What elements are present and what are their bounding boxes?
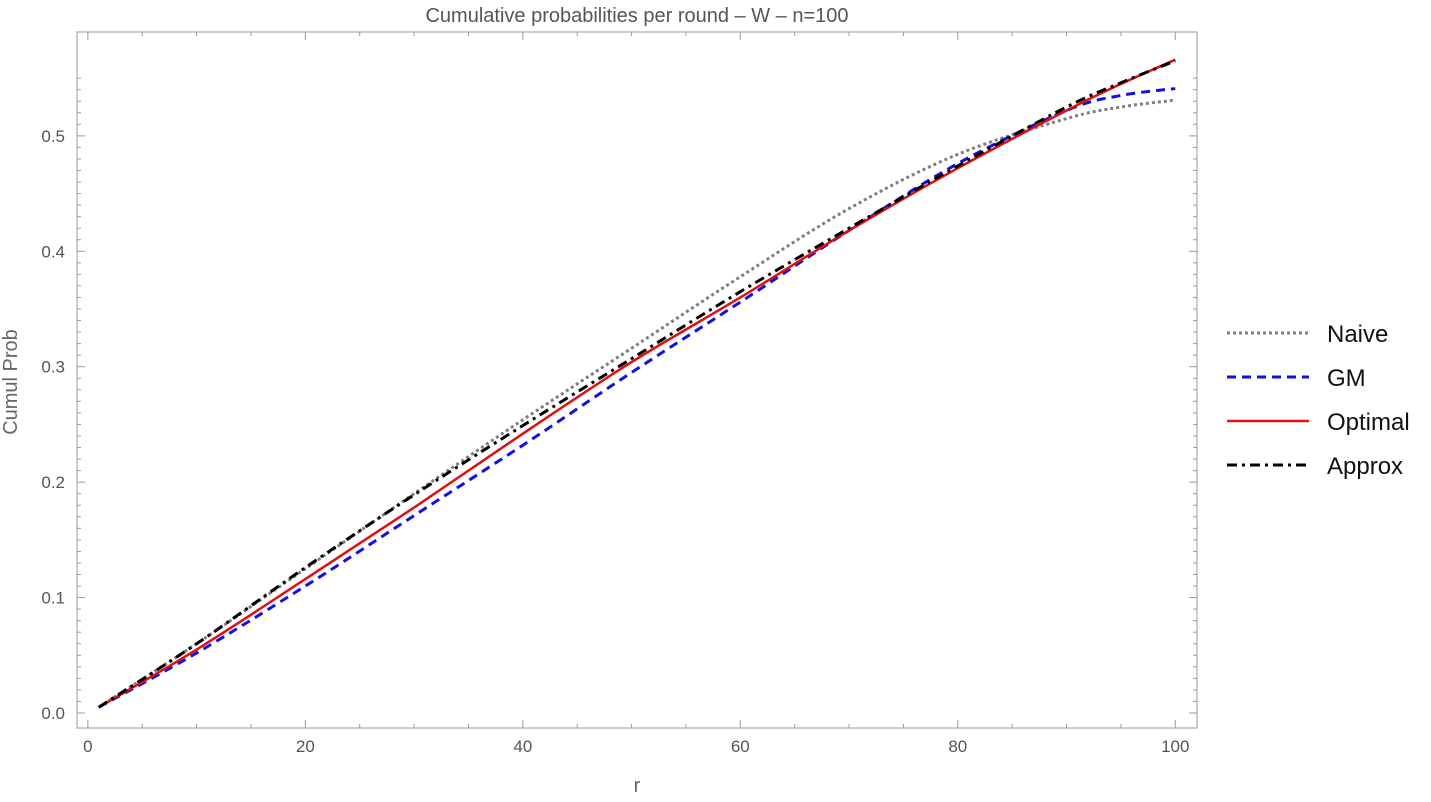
x-tick-label: 40	[513, 737, 532, 756]
y-tick-label: 0.4	[41, 242, 65, 261]
legend-label-optimal: Optimal	[1327, 409, 1410, 436]
x-tick-label: 60	[731, 737, 750, 756]
chart-title: Cumulative probabilities per round – W –…	[425, 5, 848, 27]
series-line-approx	[97, 59, 1176, 709]
y-tick-label: 0.3	[41, 358, 65, 377]
legend-label-naive: Naive	[1327, 321, 1388, 348]
y-tick-label: 0.0	[41, 704, 65, 723]
legend-label-approx: Approx	[1327, 453, 1403, 480]
legend-label-gm: GM	[1327, 365, 1366, 392]
x-tick-label: 100	[1161, 737, 1189, 756]
y-tick-label: 0.5	[41, 127, 65, 146]
series-line-naive	[97, 98, 1176, 709]
x-axis-label: r	[634, 775, 641, 797]
series-line-gm	[98, 87, 1176, 709]
y-tick-label: 0.2	[41, 473, 65, 492]
y-tick-label: 0.1	[41, 589, 65, 608]
axis-ticks	[77, 32, 1197, 728]
tick-labels: 0 20 40 60 80 100 0.0 0.1 0.2 0.3 0.4 0.5	[41, 127, 1189, 756]
x-tick-label: 0	[83, 737, 92, 756]
series-line-optimal	[98, 58, 1176, 709]
legend: Naive GM Optimal Approx	[1227, 321, 1410, 480]
y-axis-label: Cumul Prob	[0, 329, 22, 435]
x-tick-label: 80	[948, 737, 967, 756]
series-lines	[97, 58, 1176, 709]
plot-frame	[76, 31, 1198, 729]
x-tick-label: 20	[296, 737, 315, 756]
